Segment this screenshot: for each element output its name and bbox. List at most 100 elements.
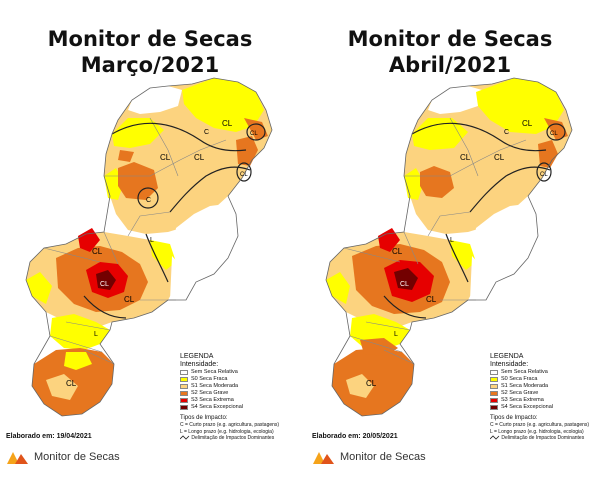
legend-swatch [490, 384, 498, 389]
region-south [332, 348, 414, 416]
legend: LEGENDA Intensidade: Sem Seca Relativa S… [179, 353, 280, 442]
white-interior [172, 204, 238, 282]
orange-patch-2 [538, 140, 558, 168]
map-title-line2: Março/2021 [80, 53, 220, 77]
map-title-line1: Monitor de Secas [347, 27, 553, 51]
brand-name: Monitor de Secas [34, 451, 120, 463]
legend-swatch [490, 377, 498, 382]
drought-map-april: CL CL C CL CL CL L CL CL CL L CL [325, 77, 573, 417]
red-north-area [78, 228, 100, 252]
impact-circle-ne [246, 123, 266, 141]
label-cl-mid: CL [494, 153, 505, 162]
delimitation-line-icon [489, 435, 500, 440]
label-cl-north: CL [460, 153, 471, 162]
panel-april: Monitor de Secas Abril/2021 CL CL C [300, 0, 600, 480]
impact-delimitation-line-3 [145, 233, 169, 283]
darkred-area [96, 270, 116, 290]
label-cl-east: CL [240, 172, 248, 178]
label-cl-ne-circle: CL [250, 131, 258, 137]
label-cl-north: CL [160, 153, 171, 162]
legend-intensity-label: Intensidade: [490, 361, 529, 368]
delimitation-line-icon [179, 435, 190, 440]
brand-logo: Monitor de Secas [312, 446, 426, 468]
orange-patch-4 [118, 150, 134, 162]
label-cl-red: CL [100, 281, 109, 288]
label-cl-red: CL [400, 281, 409, 288]
country-outline [25, 77, 273, 417]
legend-impact-title: Tipos de Impacto: [490, 415, 538, 421]
label-cl-ne: CL [222, 119, 233, 128]
label-cl-cw: CL [392, 247, 403, 256]
yellow-ne [182, 78, 264, 132]
region-south-upper [50, 314, 110, 350]
drought-map-march: CL CL C CL CL CL C L CL CL CL L CL [25, 77, 273, 417]
elaborated-date: Elaborado em: 19/04/2021 [6, 433, 92, 440]
monitor-secas-logo-icon [313, 452, 334, 464]
orange-patch-3 [244, 118, 268, 140]
label-cl-se: CL [426, 295, 437, 304]
red-north-area [378, 228, 400, 252]
legend-impact-short: C = Curto prazo (e.g. agricultura, pasta… [180, 422, 280, 428]
legend-swatch [180, 377, 188, 382]
panel-march: Monitor de Secas Março/2021 [6, 27, 280, 468]
legend-swatch [180, 384, 188, 389]
legend-swatch [180, 370, 188, 375]
brand-logo: Monitor de Secas [6, 446, 120, 468]
legend-item: S0 Seca Fraca [490, 376, 589, 383]
legend-swatch [490, 398, 498, 403]
legend-intensity-label: Intensidade: [180, 361, 219, 368]
impact-circle-ne2 [236, 162, 252, 182]
label-l-center: L [450, 237, 454, 244]
legend-item: Sem Seca Relativa [490, 369, 589, 376]
legend-item: Sem Seca Relativa [180, 369, 279, 376]
yellow-se [150, 240, 176, 270]
label-cl-ne: CL [522, 119, 533, 128]
map-title-line2: Abril/2021 [388, 53, 512, 77]
impact-circle-ne [546, 123, 566, 141]
legend-swatch [490, 391, 498, 396]
label-l-south: L [394, 331, 398, 338]
legend-impact-title: Tipos de Impacto: [180, 415, 228, 421]
legend-swatch [180, 398, 188, 403]
label-l-center: L [150, 237, 154, 244]
legend: LEGENDA Intensidade: Sem Seca Relativa S… [489, 353, 590, 442]
legend-item: S4 Seca Excepcional [180, 404, 279, 411]
legend-title: LEGENDA [180, 353, 214, 360]
legend-item: S4 Seca Excepcional [490, 404, 589, 411]
legend-impact-long: L = Longo prazo (e.g. hidrologia, ecolog… [490, 428, 584, 435]
map-title-line1: Monitor de Secas [47, 27, 253, 51]
elaborated-date: Elaborado em: 20/05/2021 [312, 433, 398, 440]
legend-item: S3 Seca Extrema [180, 397, 279, 404]
legend-swatch [490, 405, 498, 410]
legend-swatch [180, 391, 188, 396]
light-south-patch [346, 374, 374, 398]
label-c-center: C [146, 197, 151, 204]
legend-impact-short: C = Curto prazo (e.g. agricultura, pasta… [490, 422, 590, 428]
impact-delimitation-line [111, 122, 247, 152]
label-cl-mid: CL [194, 153, 205, 162]
orange-patch-3 [544, 118, 568, 140]
legend-item: S3 Seca Extrema [490, 397, 589, 404]
legend-impact-line: Delimitação de Impactos Dominantes [179, 435, 279, 442]
white-north [428, 86, 482, 114]
impact-delimitation-line-4 [83, 295, 127, 319]
yellow-se [450, 240, 476, 270]
impact-circle-ne2 [536, 162, 552, 182]
white-interior [472, 204, 538, 282]
label-cl-se: CL [124, 295, 135, 304]
monitor-secas-logo-icon [7, 452, 28, 464]
orange-patch-1 [420, 166, 454, 198]
impact-delimitation-line-2 [169, 166, 251, 213]
yellow-center [112, 118, 164, 148]
legend-item: S2 Seca Grave [490, 390, 589, 397]
label-cl-cw: CL [92, 247, 103, 256]
legend-swatch [180, 405, 188, 410]
state-borders [343, 117, 527, 365]
white-se [470, 256, 496, 300]
label-c-ne: C [504, 129, 509, 136]
legend-impact-line: Delimitação de Impactos Dominantes [489, 435, 589, 442]
orange-patch-1 [118, 162, 158, 200]
brand-name: Monitor de Secas [340, 451, 426, 463]
impact-delimitation-line [411, 122, 547, 152]
white-se [170, 256, 196, 300]
